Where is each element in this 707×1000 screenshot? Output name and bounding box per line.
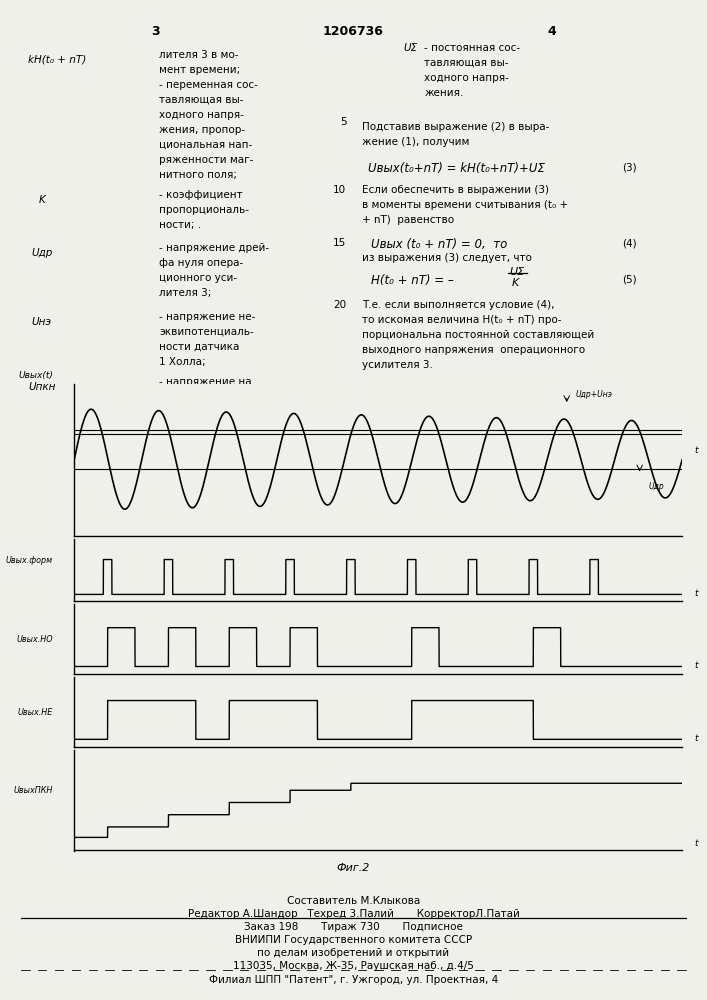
Text: Uвых(t₀+nT) = kH(t₀+nT)+UΣ: Uвых(t₀+nT) = kH(t₀+nT)+UΣ (368, 162, 544, 175)
Text: UвыхПКН: UвыхПКН (13, 786, 53, 795)
Text: Uвых(t): Uвых(t) (18, 371, 53, 380)
Text: K: K (512, 278, 519, 288)
Text: ВНИИПИ Государственного комитета СССР: ВНИИПИ Государственного комитета СССР (235, 935, 472, 945)
Text: 15: 15 (333, 238, 346, 248)
Text: ходного напря-: ходного напря- (159, 110, 244, 120)
Text: UΣ: UΣ (509, 267, 524, 277)
Text: пропорциональ-: пропорциональ- (159, 205, 249, 215)
Text: фа нуля опера-: фа нуля опера- (159, 258, 243, 268)
Text: циональная нап-: циональная нап- (159, 140, 252, 150)
Text: (5): (5) (622, 274, 637, 284)
Text: t: t (694, 589, 698, 598)
Text: 10: 10 (333, 185, 346, 195)
Text: эквипотенциаль-: эквипотенциаль- (159, 327, 254, 337)
Text: Филиал ШПП "Патент", г. Ужгород, ул. Проектная, 4: Филиал ШПП "Патент", г. Ужгород, ул. Про… (209, 975, 498, 985)
Text: тавляющая вы-: тавляющая вы- (424, 58, 509, 68)
Text: ходного напря-: ходного напря- (424, 73, 509, 83)
Text: 20: 20 (333, 300, 346, 310)
Text: Т.е. если выполняется условие (4),: Т.е. если выполняется условие (4), (362, 300, 554, 310)
Text: t: t (694, 839, 698, 848)
Text: t: t (694, 734, 698, 743)
Text: мент времени;: мент времени; (159, 65, 240, 75)
Text: - напряжение не-: - напряжение не- (159, 312, 255, 322)
Text: выходе преобра-: выходе преобра- (159, 392, 252, 402)
Text: жения.: жения. (424, 88, 464, 98)
Text: (4): (4) (622, 238, 637, 248)
Text: код-напряжение;: код-напряжение; (159, 422, 255, 432)
Text: - постоянная сос-: - постоянная сос- (424, 43, 520, 53)
Text: 4: 4 (547, 25, 556, 38)
Text: (3): (3) (622, 162, 637, 172)
Text: t: t (694, 446, 698, 455)
Text: лителя 3 в мо-: лителя 3 в мо- (159, 50, 238, 60)
Text: t: t (694, 661, 698, 670)
Text: - напряжение дрей-: - напряжение дрей- (159, 243, 269, 253)
Text: порциональна постоянной составляющей: порциональна постоянной составляющей (362, 330, 595, 340)
Text: Uнэ: Uнэ (32, 317, 52, 327)
Text: H(t₀ + nT) = –: H(t₀ + nT) = – (371, 274, 454, 287)
Text: 1206736: 1206736 (323, 25, 384, 38)
Text: 113035, Москва, Ж-35, Раушская наб., д.4/5: 113035, Москва, Ж-35, Раушская наб., д.4… (233, 961, 474, 971)
Text: усилителя 3.: усилителя 3. (362, 360, 433, 370)
Text: Фиг.2: Фиг.2 (337, 863, 370, 873)
Text: зователя 14: зователя 14 (159, 407, 226, 417)
Text: Составитель М.Клыкова: Составитель М.Клыкова (287, 896, 420, 906)
Text: жение (1), получим: жение (1), получим (362, 137, 469, 147)
Text: 1 Холла;: 1 Холла; (159, 357, 206, 367)
Text: Uпкн: Uпкн (28, 382, 56, 392)
Text: по делам изобретений и открытий: по делам изобретений и открытий (257, 948, 450, 958)
Text: нитного поля;: нитного поля; (159, 170, 237, 180)
Text: в моменты времени считывания (t₀ +: в моменты времени считывания (t₀ + (362, 200, 568, 210)
Text: тавляющая вы-: тавляющая вы- (159, 95, 244, 105)
Text: жения, пропор-: жения, пропор- (159, 125, 245, 135)
Text: лителя 3;: лителя 3; (159, 288, 211, 298)
Text: - напряжение на: - напряжение на (159, 377, 252, 387)
Text: из выражения (3) следует, что: из выражения (3) следует, что (362, 253, 532, 263)
Text: Если обеспечить в выражении (3): Если обеспечить в выражении (3) (362, 185, 549, 195)
Text: Редактор А.Шандор   Техред 3.Палий       КорректорЛ.Патай: Редактор А.Шандор Техред 3.Палий Коррект… (187, 909, 520, 919)
Text: Uвых.форм: Uвых.форм (6, 556, 53, 565)
Text: ционного уси-: ционного уси- (159, 273, 238, 283)
Text: 3: 3 (151, 25, 160, 38)
Text: Uдр+Uнэ: Uдр+Uнэ (575, 390, 613, 399)
Text: ности датчика: ности датчика (159, 342, 240, 352)
Text: - переменная сос-: - переменная сос- (159, 80, 258, 90)
Text: ряженности маг-: ряженности маг- (159, 155, 253, 165)
Text: K: K (39, 195, 46, 205)
Text: выходного напряжения  операционного: выходного напряжения операционного (362, 345, 585, 355)
Text: Uвых (t₀ + nT) = 0,  то: Uвых (t₀ + nT) = 0, то (371, 238, 508, 251)
Text: Uдр: Uдр (32, 248, 53, 258)
Text: Uвых.НЕ: Uвых.НЕ (18, 708, 53, 717)
Text: - коэффициент: - коэффициент (159, 190, 243, 200)
Text: kH(t₀ + nT): kH(t₀ + nT) (28, 55, 86, 65)
Text: Подставив выражение (2) в выра-: Подставив выражение (2) в выра- (362, 122, 549, 132)
Text: Заказ 198       Тираж 730       Подписное: Заказ 198 Тираж 730 Подписное (244, 922, 463, 932)
Text: UΣ: UΣ (403, 43, 417, 53)
Text: Uвых.НО: Uвых.НО (16, 635, 53, 644)
Text: Uдр: Uдр (649, 482, 665, 491)
Text: то искомая величина H(t₀ + nT) про-: то искомая величина H(t₀ + nT) про- (362, 315, 561, 325)
Text: ности; .: ности; . (159, 220, 201, 230)
Text: + nT)  равенство: + nT) равенство (362, 215, 454, 225)
Text: 5: 5 (340, 117, 346, 127)
